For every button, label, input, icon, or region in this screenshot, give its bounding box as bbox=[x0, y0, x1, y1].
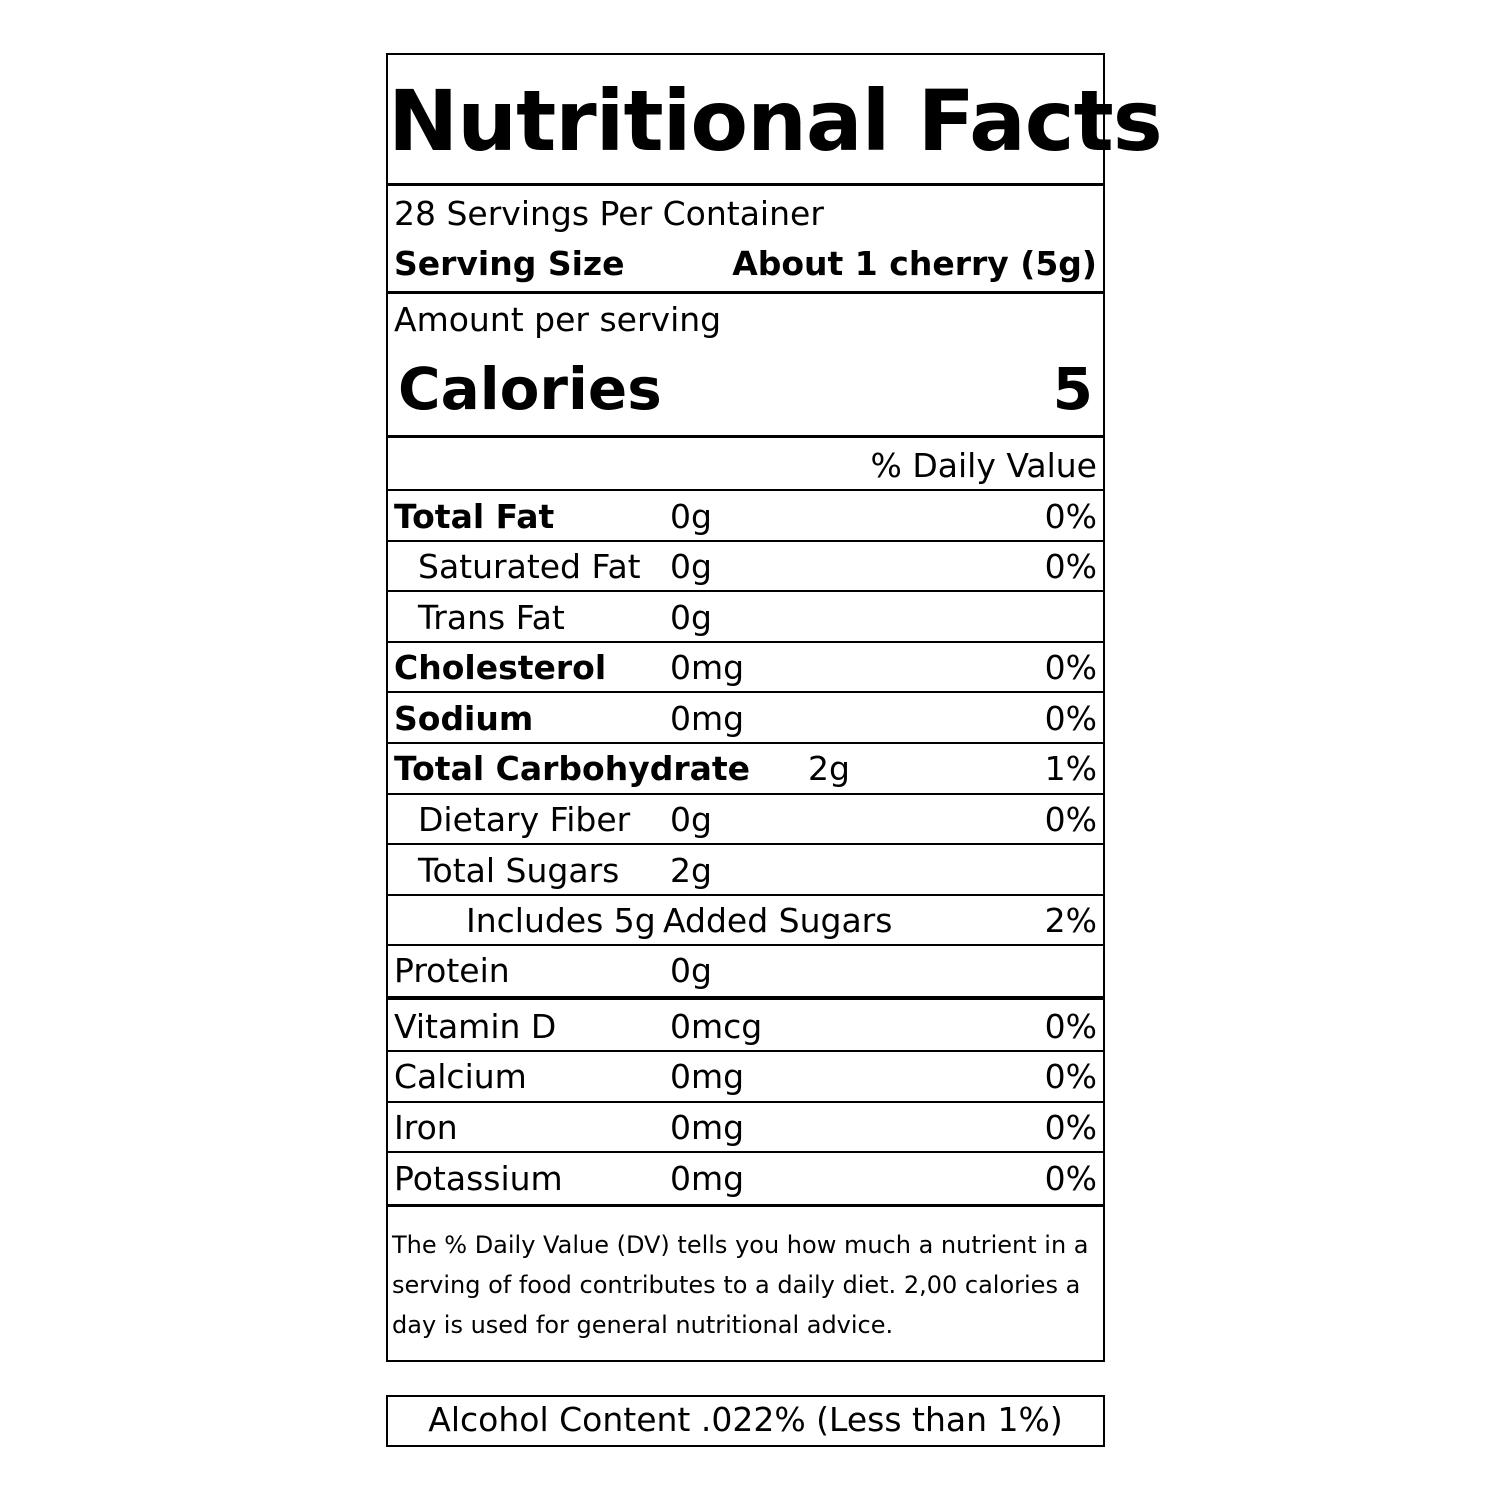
nutrient-name: Includes 5g bbox=[466, 901, 656, 940]
divider bbox=[388, 944, 1103, 946]
nutrient-dv: 0% bbox=[1044, 648, 1097, 687]
vitamin-dv: 0% bbox=[1044, 1057, 1097, 1096]
divider bbox=[388, 742, 1103, 744]
nutrient-name: Total Fat bbox=[394, 497, 555, 536]
vitamin-dv: 0% bbox=[1044, 1159, 1097, 1198]
nutrient-amount: 0mg bbox=[670, 648, 745, 687]
nutrient-name: Saturated Fat bbox=[418, 547, 641, 586]
alcohol-content-box: Alcohol Content .022% (Less than 1%) bbox=[386, 1395, 1105, 1447]
vitamin-dv: 0% bbox=[1044, 1108, 1097, 1147]
nutrient-amount: 2g bbox=[808, 749, 850, 788]
vitamin-name: Iron bbox=[394, 1108, 458, 1147]
label-title: Nutritional Facts bbox=[388, 72, 1163, 170]
nutrient-dv: 0% bbox=[1044, 699, 1097, 738]
divider bbox=[388, 183, 1103, 186]
divider bbox=[388, 1101, 1103, 1103]
servings-per-container: 28 Servings Per Container bbox=[394, 194, 824, 233]
vitamin-amount: 0mcg bbox=[670, 1007, 763, 1046]
daily-value-header: % Daily Value bbox=[870, 446, 1097, 485]
serving-size-label: Serving Size bbox=[394, 244, 625, 283]
divider bbox=[388, 793, 1103, 795]
serving-size-value: About 1 cherry (5g) bbox=[732, 244, 1097, 283]
vitamin-name: Vitamin D bbox=[394, 1007, 557, 1046]
divider bbox=[388, 540, 1103, 542]
divider bbox=[388, 435, 1103, 438]
nutrient-amount: 0mg bbox=[670, 699, 745, 738]
nutrient-amount: 0g bbox=[670, 598, 712, 637]
divider bbox=[388, 1050, 1103, 1052]
vitamin-amount: 0mg bbox=[670, 1159, 745, 1198]
divider bbox=[388, 489, 1103, 491]
nutrient-name: Sodium bbox=[394, 699, 534, 738]
nutrient-amount: 0g bbox=[670, 800, 712, 839]
nutrient-amount: 0g bbox=[670, 497, 712, 536]
nutrient-dv: 0% bbox=[1044, 800, 1097, 839]
nutrient-dv: 0% bbox=[1044, 547, 1097, 586]
divider bbox=[388, 590, 1103, 592]
nutrient-dv: 0% bbox=[1044, 497, 1097, 536]
divider bbox=[388, 1151, 1103, 1153]
nutrient-dv: 2% bbox=[1044, 901, 1097, 940]
nutrient-dv: 1% bbox=[1044, 749, 1097, 788]
vitamin-name: Calcium bbox=[394, 1057, 527, 1096]
divider bbox=[388, 843, 1103, 845]
nutrient-amount: 0g bbox=[670, 547, 712, 586]
nutrient-name: Total Sugars bbox=[418, 851, 620, 890]
divider bbox=[388, 996, 1103, 1000]
nutrition-label: Nutritional Facts 28 Servings Per Contai… bbox=[386, 53, 1163, 1362]
divider bbox=[388, 291, 1103, 294]
nutrient-name: Cholesterol bbox=[394, 648, 607, 687]
vitamin-dv: 0% bbox=[1044, 1007, 1097, 1046]
divider bbox=[388, 641, 1103, 643]
nutrient-amount: 0g bbox=[670, 951, 712, 990]
nutrient-name: Trans Fat bbox=[418, 598, 565, 637]
calories-value: 5 bbox=[1052, 355, 1093, 423]
nutrient-name: Protein bbox=[394, 951, 510, 990]
divider bbox=[388, 894, 1103, 896]
divider bbox=[388, 1204, 1103, 1207]
daily-value-footnote: The % Daily Value (DV) tells you how muc… bbox=[392, 1231, 1089, 1339]
calories-label: Calories bbox=[398, 355, 662, 423]
nutrient-amount: 2g bbox=[670, 851, 712, 890]
nutrient-name: Dietary Fiber bbox=[418, 800, 631, 839]
nutrient-amount: Added Sugars bbox=[663, 901, 893, 940]
vitamin-name: Potassium bbox=[394, 1159, 563, 1198]
vitamin-amount: 0mg bbox=[670, 1108, 745, 1147]
amount-per-serving: Amount per serving bbox=[394, 300, 722, 339]
divider bbox=[388, 691, 1103, 693]
vitamin-amount: 0mg bbox=[670, 1057, 745, 1096]
nutrient-name: Total Carbohydrate bbox=[394, 749, 751, 788]
